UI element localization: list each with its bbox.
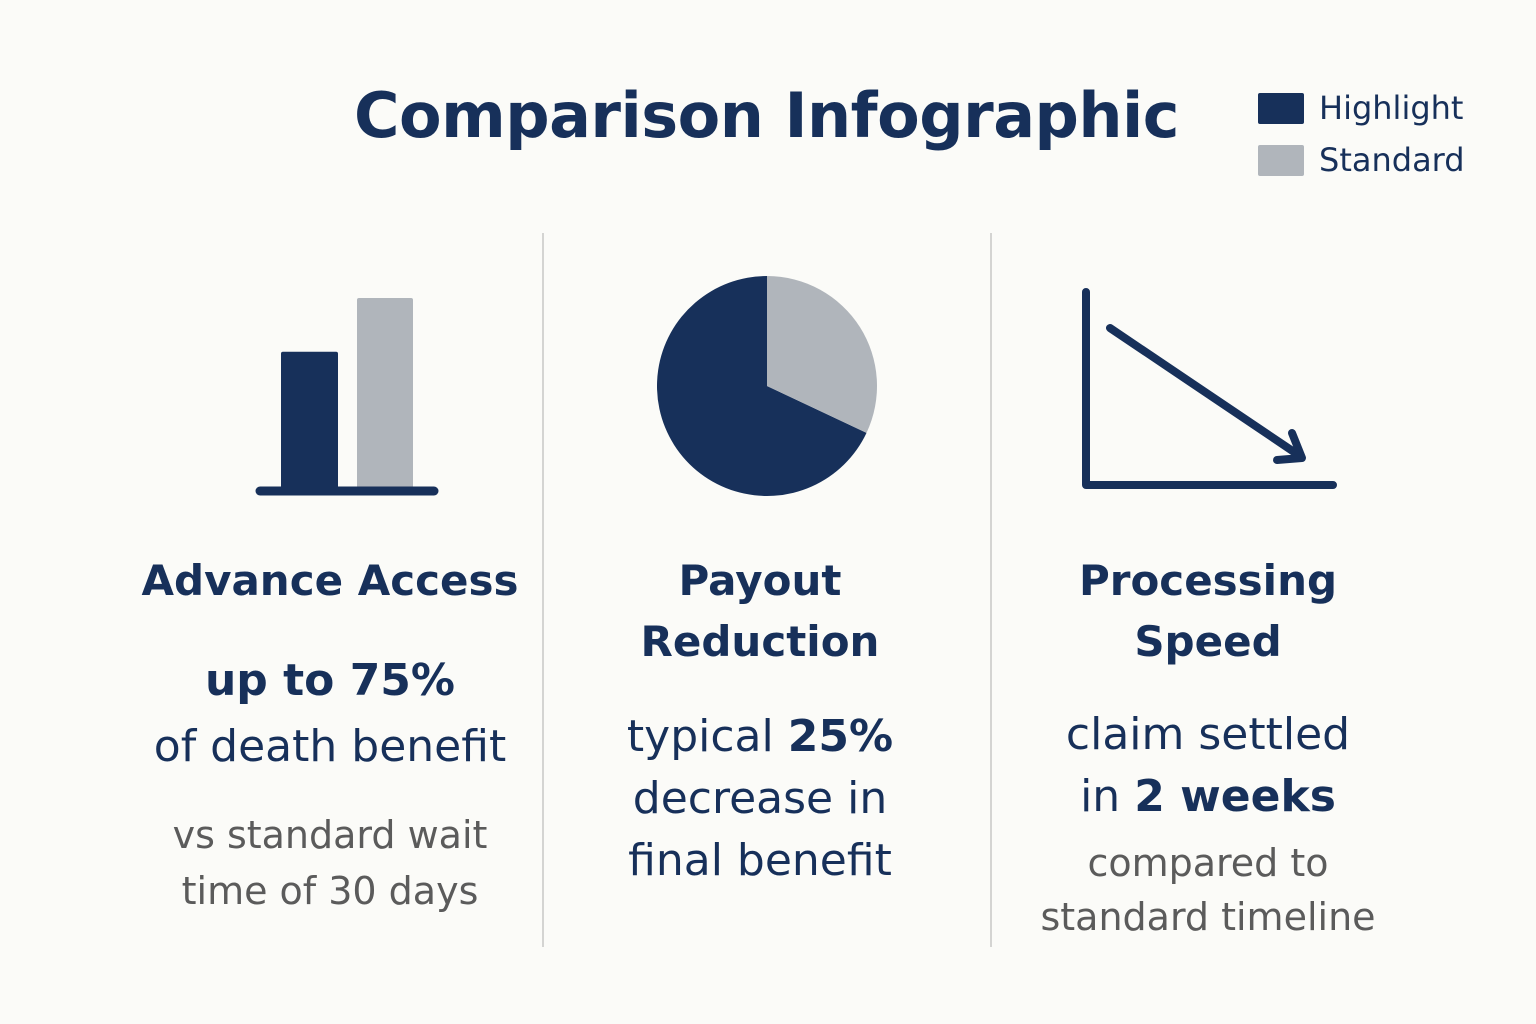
pie-chart-icon <box>657 276 878 496</box>
bar-highlight <box>281 351 338 490</box>
stat-line: decrease in <box>548 768 972 829</box>
stat-bold: 25% <box>787 711 894 762</box>
trend-arrowhead <box>1273 429 1306 464</box>
stat-bold: 2 weeks <box>1134 771 1336 822</box>
legend-item-highlight: Highlight <box>1258 86 1498 138</box>
note-line: compared to <box>1087 841 1329 885</box>
stat-text: final benefit <box>628 835 892 886</box>
stat-text: in <box>1080 771 1135 822</box>
heading-line: Advance Access <box>141 556 519 605</box>
stat-line: final benefit <box>548 830 972 891</box>
heading-line: Processing <box>1078 556 1338 605</box>
legend-swatch-standard <box>1258 145 1304 176</box>
heading-line: Reduction <box>640 617 880 666</box>
legend-item-standard: Standard <box>1258 138 1498 190</box>
trend-arrow-line <box>1106 324 1304 460</box>
trend-down-icon <box>1082 288 1337 489</box>
note-line: vs standard wait <box>172 813 488 857</box>
page-title: Comparison Infographic <box>354 79 1180 152</box>
note-line: time of 30 days <box>181 869 479 913</box>
stat-line: up to 75% <box>110 650 550 711</box>
legend-label-highlight: Highlight <box>1319 89 1464 127</box>
pie-slice-standard <box>767 276 878 433</box>
stat-text: decrease in <box>632 773 888 824</box>
stat-bold: up to 75% <box>204 655 456 706</box>
legend-swatch-highlight <box>1258 93 1304 124</box>
trend-axes <box>1082 288 1337 489</box>
note-line: standard timeline <box>1040 895 1376 939</box>
stat-text: claim settled <box>1065 709 1351 760</box>
legend: Highlight Standard <box>1258 86 1498 190</box>
stat-line: claim settled <box>996 704 1420 765</box>
bar-chart-icon <box>255 298 439 496</box>
stat-line: typical 25% <box>548 706 972 767</box>
stat-text: of death benefit <box>153 721 507 772</box>
stat-text: typical <box>626 711 788 762</box>
pie-slice-highlight <box>657 276 867 496</box>
column-divider-right <box>990 233 992 947</box>
heading-line: Payout <box>678 556 842 605</box>
legend-label-standard: Standard <box>1319 141 1465 179</box>
column-divider-left <box>542 233 544 947</box>
heading-line: Speed <box>1134 617 1282 666</box>
stat-line: in 2 weeks <box>996 766 1420 827</box>
stat-line: of death benefit <box>110 716 550 777</box>
bar-standard <box>357 298 413 490</box>
